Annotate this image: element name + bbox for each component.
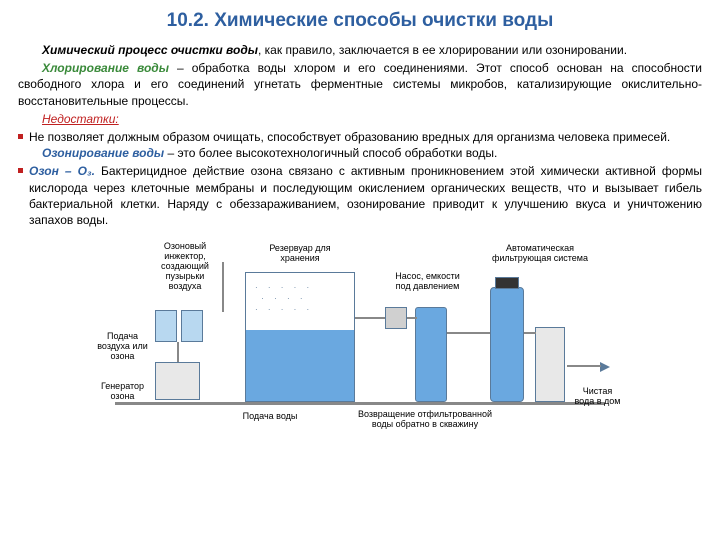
text: – это более высокотехнологичный способ о… <box>164 146 497 160</box>
pressure-tank <box>415 307 447 402</box>
bullet-text: Не позволяет должным образом очищать, сп… <box>29 129 702 145</box>
bullet-icon <box>18 168 23 173</box>
arrow-out <box>600 362 610 372</box>
text: Бактерицидное действие озона связано с а… <box>29 164 702 227</box>
pipe-pump-tank <box>407 317 417 319</box>
paragraph-chlorination: Хлорирование воды – обработка воды хлоро… <box>18 60 702 109</box>
term-process: Химический процесс очистки воды <box>42 43 258 57</box>
label-reservoir: Резервуар для хранения <box>255 244 345 264</box>
text: , как правило, заключается в ее хлориров… <box>258 43 627 57</box>
out-pipe <box>567 365 601 367</box>
term-ozonation: Озонирование воды <box>42 146 164 160</box>
bullet-icon <box>18 134 23 139</box>
label-pump: Насос, емкости под давлением <box>380 272 475 292</box>
pipe-gen-air <box>177 342 179 362</box>
label-air: Подача воздуха или озона <box>95 332 150 362</box>
pipe-filter-brine <box>524 332 536 334</box>
label-filter: Автоматическая фильтрующая система <box>475 244 605 264</box>
label-return: Возвращение отфильтрованной воды обратно… <box>335 410 515 430</box>
pipe-tank-filter <box>447 332 490 334</box>
bullet-2: Озон – О₃. Бактерицидное действие озона … <box>18 163 702 228</box>
air-box-2 <box>181 310 203 342</box>
bullet-1: Не позволяет должным образом очищать, сп… <box>18 129 702 145</box>
generator-box <box>155 362 200 400</box>
label-feed: Подача воды <box>230 412 310 422</box>
label-clean: Чистая вода в дом <box>570 387 625 407</box>
filter-tank-1 <box>490 287 524 402</box>
pump-box <box>385 307 407 329</box>
paragraph-ozonation: Озонирование воды – это более высокотехн… <box>18 145 702 161</box>
label-injector: Озоновый инжектор, создающий пузырьки во… <box>150 242 220 291</box>
injector-pipe <box>222 262 224 312</box>
term-chlorination: Хлорирование воды <box>42 61 169 75</box>
disadvantages-heading: Недостатки: <box>18 111 702 127</box>
term-ozone: Озон – О₃. <box>29 164 95 178</box>
page-title: 10.2. Химические способы очистки воды <box>18 10 702 32</box>
label-generator: Генератор озона <box>95 382 150 402</box>
filter-head <box>495 277 519 289</box>
ozonation-diagram: Озоновый инжектор, создающий пузырьки во… <box>95 232 625 432</box>
term-disadvantages: Недостатки: <box>42 112 119 126</box>
paragraph-process: Химический процесс очистки воды, как пра… <box>18 42 702 58</box>
air-box-1 <box>155 310 177 342</box>
bubbles: · · · · · · · · ·· · · · · <box>255 282 345 330</box>
reservoir-water <box>246 330 354 401</box>
pipe-res-pump <box>355 317 385 319</box>
baseline-pipe <box>115 402 605 405</box>
brine-tank <box>535 327 565 402</box>
bullet-text: Озон – О₃. Бактерицидное действие озона … <box>29 163 702 228</box>
